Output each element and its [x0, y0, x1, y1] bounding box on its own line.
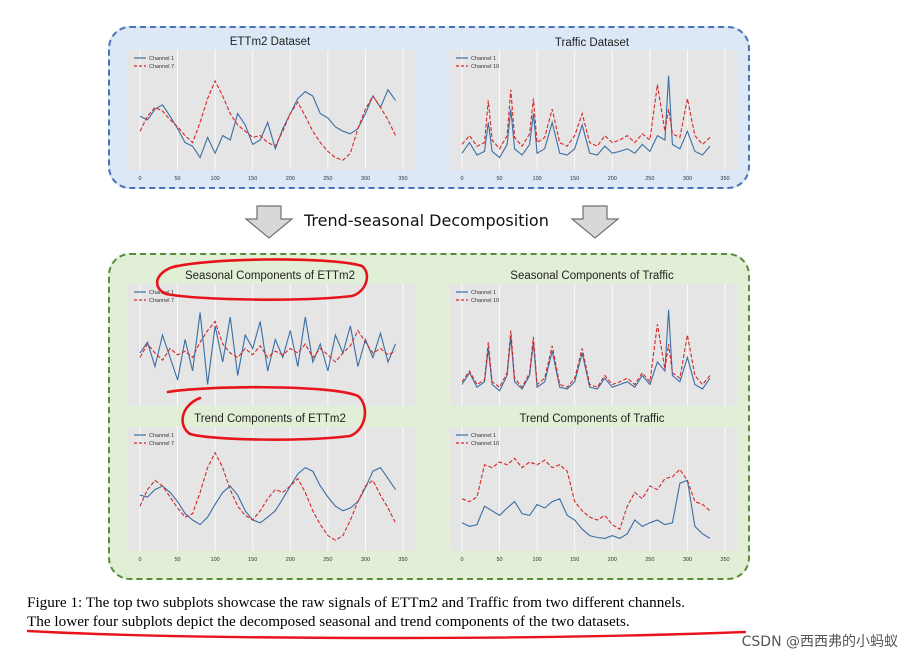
series-line-1	[461, 309, 711, 392]
x-tick-label: 350	[720, 557, 729, 563]
legend-label: Channel 1	[471, 56, 496, 62]
x-tick-label: 0	[460, 557, 463, 563]
figure-caption: Figure 1: The top two subplots showcase …	[27, 593, 887, 631]
caption-line-1: Figure 1: The top two subplots showcase …	[27, 594, 686, 611]
down-arrow-icon	[570, 205, 620, 239]
x-tick-label: 150	[248, 176, 257, 182]
traffic-raw-title: Traffic Dataset	[554, 37, 630, 49]
ettm2-raw-chart: Channel 1 Channel 7 0 50 100 150 200 250 300 350	[128, 50, 415, 182]
series-line-1	[461, 75, 711, 159]
x-tick-label: 250	[323, 557, 332, 563]
x-tick-label: 150	[570, 557, 579, 563]
x-tick-label: 300	[361, 557, 370, 563]
legend-label: Channel 1	[149, 433, 174, 439]
x-tick-label: 200	[286, 176, 295, 182]
legend-label: Channel 10	[471, 298, 499, 304]
x-tick-label: 100	[211, 557, 220, 563]
x-tick-label: 350	[720, 176, 729, 182]
x-tick-label: 300	[683, 176, 692, 182]
x-tick-label: 0	[138, 176, 141, 182]
series-line-2	[461, 84, 711, 150]
traffic-trend-chart: Channel 1 Channel 10 0 50 100 150 200 250 300 350	[450, 427, 737, 563]
series-line-1	[139, 88, 396, 159]
x-tick-label: 350	[398, 176, 407, 182]
x-tick-label: 50	[175, 557, 181, 563]
x-tick-label: 250	[645, 176, 654, 182]
ettm2-seasonal-chart: Channel 1 Channel 7	[128, 284, 415, 406]
series-line-2	[139, 320, 396, 363]
ettm2-raw-title: ETTm2 Dataset	[229, 36, 311, 48]
series-line-2	[139, 79, 396, 161]
ettm2-trend-title: Trend Components of ETTm2	[194, 413, 346, 425]
series-line-1	[461, 479, 711, 540]
series-line-1	[139, 466, 396, 526]
legend-label: Channel 7	[149, 298, 174, 304]
ettm2-seasonal-title: Seasonal Components of ETTm2	[184, 270, 356, 282]
plot-area	[128, 427, 415, 551]
x-tick-label: 150	[248, 557, 257, 563]
x-tick-label: 200	[608, 176, 617, 182]
x-tick-label: 50	[497, 176, 503, 182]
down-arrow-icon	[244, 205, 294, 239]
x-tick-label: 50	[175, 176, 181, 182]
x-tick-label: 100	[533, 557, 542, 563]
traffic-raw-chart: Channel 1 Channel 10 0 50 100 150 200 250 300 350	[450, 50, 737, 182]
legend-label: Channel 1	[471, 290, 496, 296]
annotation-underline	[26, 629, 747, 640]
x-tick-label: 200	[608, 557, 617, 563]
traffic-seasonal-chart: Channel 1 Channel 10	[450, 284, 737, 406]
series-line-2	[461, 457, 711, 531]
legend-label: Channel 1	[149, 56, 174, 62]
decomposition-label: Trend-seasonal Decomposition	[304, 211, 549, 230]
x-tick-label: 0	[138, 557, 141, 563]
series-line-2	[461, 324, 711, 389]
x-tick-label: 150	[570, 176, 579, 182]
traffic-trend-title: Trend Components of Traffic	[519, 413, 665, 425]
legend-label: Channel 10	[471, 64, 499, 70]
x-tick-label: 200	[286, 557, 295, 563]
x-tick-label: 100	[533, 176, 542, 182]
x-tick-label: 350	[398, 557, 407, 563]
series-line-2	[139, 451, 396, 541]
legend-label: Channel 1	[149, 290, 174, 296]
ettm2-trend-chart: Channel 1 Channel 7 0 50 100 150 200 250 300 350	[128, 427, 415, 563]
x-tick-label: 250	[323, 176, 332, 182]
traffic-seasonal-title: Seasonal Components of Traffic	[510, 270, 674, 282]
legend-label: Channel 7	[149, 441, 174, 447]
x-tick-label: 300	[683, 557, 692, 563]
x-tick-label: 50	[497, 557, 503, 563]
legend-label: Channel 7	[149, 64, 174, 70]
watermark: CSDN @西西弗的小蚂蚁	[741, 634, 898, 650]
legend-label: Channel 10	[471, 441, 499, 447]
x-tick-label: 0	[460, 176, 463, 182]
caption-line-2: The lower four subplots depict the decom…	[27, 613, 630, 630]
x-tick-label: 300	[361, 176, 370, 182]
legend-label: Channel 1	[471, 433, 496, 439]
x-tick-label: 250	[645, 557, 654, 563]
x-tick-label: 100	[211, 176, 220, 182]
